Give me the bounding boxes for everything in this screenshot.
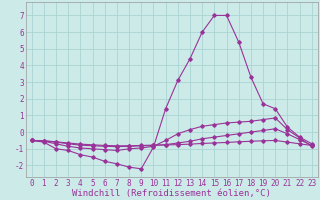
X-axis label: Windchill (Refroidissement éolien,°C): Windchill (Refroidissement éolien,°C) — [72, 189, 271, 198]
